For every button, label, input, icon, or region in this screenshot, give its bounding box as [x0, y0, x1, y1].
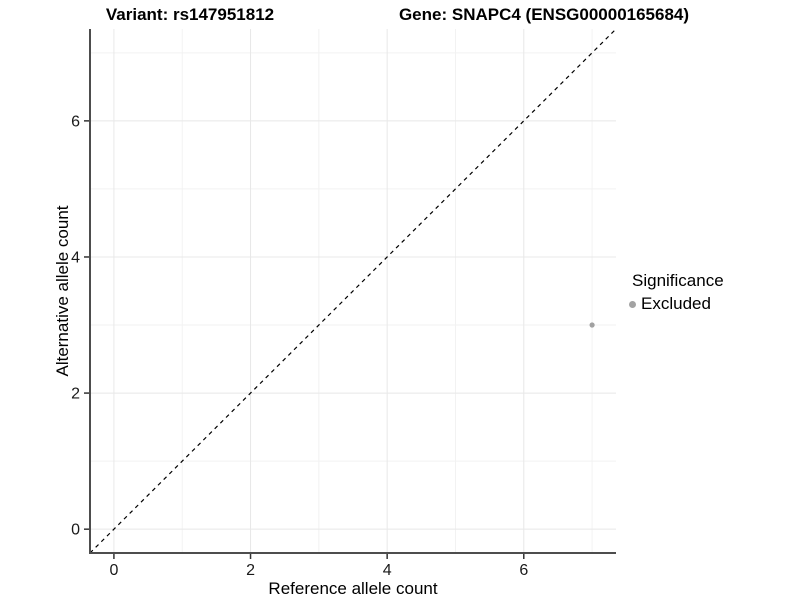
y-axis-title: Alternative allele count: [53, 205, 72, 377]
legend: Significance Excluded: [629, 271, 724, 314]
legend-item-label: Excluded: [641, 294, 711, 313]
plot-title-gene: Gene: SNAPC4 (ENSG00000165684): [398, 5, 690, 24]
y-tick-label: 0: [71, 522, 80, 539]
legend-item-excluded: Excluded: [629, 294, 724, 314]
y-tick-label: 4: [71, 249, 80, 266]
plot-title-variant: Variant: rs147951812: [105, 5, 275, 24]
legend-title: Significance: [632, 271, 724, 290]
axis-lines: [89, 29, 616, 554]
x-axis-title: Reference allele count: [268, 579, 438, 598]
legend-circle-marker-icon: [629, 300, 636, 308]
x-tick-label: 4: [383, 562, 392, 579]
x-tick-label: 6: [519, 562, 528, 579]
x-tick-label: 2: [246, 562, 255, 579]
y-tick-label: 2: [71, 386, 80, 403]
y-tick-label: 6: [71, 113, 80, 130]
data-point: [589, 322, 595, 328]
x-tick-label: 0: [109, 562, 118, 579]
identity-dashed-line: [89, 28, 617, 554]
